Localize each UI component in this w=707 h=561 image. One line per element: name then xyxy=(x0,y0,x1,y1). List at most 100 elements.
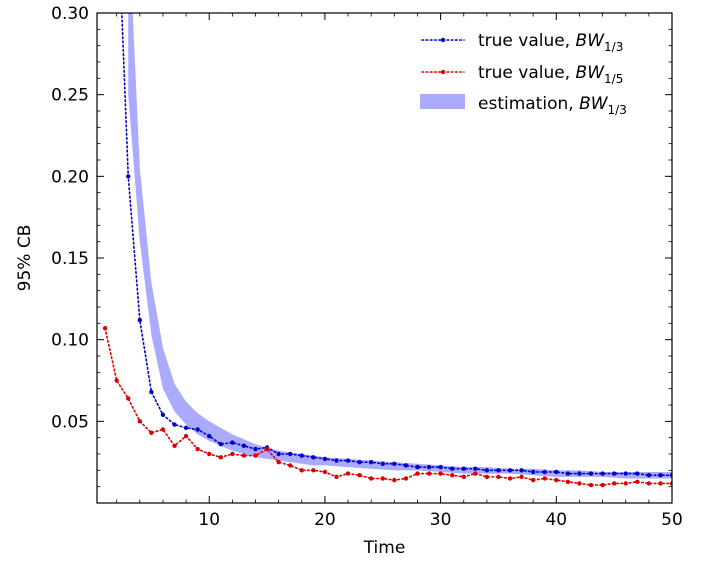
data-point-bw-1-5 xyxy=(218,455,223,460)
data-point-bw-1-3 xyxy=(288,451,293,457)
data-point-bw-1-5 xyxy=(484,474,490,480)
data-point-bw-1-3 xyxy=(554,469,559,475)
plot-frame xyxy=(96,12,673,504)
data-point-bw-1-5 xyxy=(288,463,293,468)
data-point-bw-1-5 xyxy=(426,471,432,476)
data-point-bw-1-3 xyxy=(311,455,316,460)
legend-marker-bw-1-3 xyxy=(440,37,446,43)
data-point-bw-1-5 xyxy=(600,482,605,488)
data-point-bw-1-5 xyxy=(415,471,420,476)
data-point-bw-1-5 xyxy=(530,477,536,483)
data-point-bw-1-5 xyxy=(207,451,212,457)
data-point-bw-1-5 xyxy=(172,443,177,449)
data-point-bw-1-3 xyxy=(600,471,605,476)
data-point-bw-1-3 xyxy=(137,317,143,323)
legend-label-1: true value, BW1/5 xyxy=(478,63,623,86)
data-point-bw-1-3 xyxy=(207,433,212,439)
data-point-bw-1-5 xyxy=(611,481,617,486)
data-point-bw-1-5 xyxy=(126,396,131,401)
data-point-bw-1-5 xyxy=(461,474,466,480)
data-point-bw-1-3 xyxy=(635,471,640,476)
data-point-bw-1-5 xyxy=(195,446,200,452)
data-point-bw-1-3 xyxy=(357,459,362,465)
data-point-bw-1-5 xyxy=(542,476,547,481)
data-point-bw-1-5 xyxy=(623,481,628,486)
data-point-bw-1-5 xyxy=(264,446,270,452)
data-point-bw-1-3 xyxy=(299,453,304,458)
y-tick-label: 0.25 xyxy=(51,86,89,106)
data-point-bw-1-5 xyxy=(183,433,189,439)
data-point-bw-1-3 xyxy=(611,471,617,476)
legend-marker-bw-1-5 xyxy=(440,69,446,75)
data-point-bw-1-3 xyxy=(403,463,409,468)
data-point-bw-1-3 xyxy=(241,443,247,449)
x-tick-label: 40 xyxy=(545,510,567,530)
data-point-bw-1-3 xyxy=(449,466,455,471)
data-point-bw-1-3 xyxy=(345,458,351,463)
data-point-bw-1-3 xyxy=(334,458,339,463)
data-point-bw-1-3 xyxy=(160,412,166,417)
data-point-bw-1-5 xyxy=(577,481,582,486)
data-point-bw-1-5 xyxy=(299,468,304,473)
x-tick-label: 50 xyxy=(661,510,683,530)
data-point-bw-1-5 xyxy=(311,468,316,473)
data-point-bw-1-5 xyxy=(230,451,235,457)
data-point-bw-1-3 xyxy=(496,468,501,473)
data-point-bw-1-3 xyxy=(473,466,478,471)
data-point-bw-1-3 xyxy=(484,468,490,473)
y-tick-label: 0.30 xyxy=(51,4,89,24)
legend: true value, BW1/3 true value, BW1/5 estima… xyxy=(420,31,627,117)
y-axis-label: 95% CB xyxy=(15,225,35,292)
data-point-bw-1-5 xyxy=(253,453,258,458)
plot-background xyxy=(97,13,672,503)
data-point-bw-1-3 xyxy=(253,446,258,452)
data-point-bw-1-5 xyxy=(322,469,328,475)
data-point-bw-1-3 xyxy=(126,174,131,179)
data-point-bw-1-5 xyxy=(345,471,351,476)
data-point-bw-1-5 xyxy=(473,471,478,476)
data-point-bw-1-5 xyxy=(646,481,652,486)
x-tick-label: 30 xyxy=(430,510,452,530)
data-point-bw-1-5 xyxy=(507,476,513,481)
y-tick-label: 0.20 xyxy=(51,167,89,187)
legend-label-2: estimation, BW1/3 xyxy=(478,94,627,117)
data-point-bw-1-5 xyxy=(380,476,385,481)
data-point-bw-1-5 xyxy=(635,479,640,484)
data-point-bw-1-3 xyxy=(183,425,189,431)
data-point-bw-1-5 xyxy=(160,427,166,432)
data-point-bw-1-3 xyxy=(426,464,432,470)
data-point-bw-1-5 xyxy=(137,419,143,424)
data-point-bw-1-5 xyxy=(334,474,339,480)
data-point-bw-1-5 xyxy=(658,481,663,486)
data-point-bw-1-5 xyxy=(102,326,108,331)
data-point-bw-1-3 xyxy=(172,422,177,427)
data-point-bw-1-5 xyxy=(403,476,409,481)
data-point-bw-1-3 xyxy=(230,440,235,445)
data-point-bw-1-3 xyxy=(415,464,420,470)
data-point-bw-1-3 xyxy=(392,461,397,466)
data-point-bw-1-3 xyxy=(623,471,628,476)
data-point-bw-1-5 xyxy=(554,477,559,483)
data-point-bw-1-3 xyxy=(276,451,281,457)
y-tick-label: 0.05 xyxy=(51,412,89,432)
data-point-bw-1-5 xyxy=(449,473,455,478)
data-point-bw-1-5 xyxy=(276,459,281,465)
legend-swatch-band xyxy=(420,94,465,109)
data-point-bw-1-5 xyxy=(357,473,362,478)
data-point-bw-1-5 xyxy=(496,474,501,480)
data-point-bw-1-5 xyxy=(588,482,594,488)
legend-label-0: true value, BW1/3 xyxy=(478,31,623,54)
data-point-bw-1-3 xyxy=(438,464,443,470)
data-point-bw-1-3 xyxy=(646,473,652,478)
data-point-bw-1-5 xyxy=(519,474,524,480)
data-point-bw-1-3 xyxy=(658,473,663,478)
data-point-bw-1-3 xyxy=(461,466,466,471)
data-point-bw-1-3 xyxy=(577,471,582,476)
data-point-bw-1-5 xyxy=(565,479,571,484)
y-tick-label: 0.10 xyxy=(51,331,89,351)
data-point-bw-1-3 xyxy=(195,427,200,432)
data-point-bw-1-3 xyxy=(218,442,223,447)
series-line-bw-1-3 xyxy=(121,13,672,477)
x-tick-label: 10 xyxy=(198,510,220,530)
